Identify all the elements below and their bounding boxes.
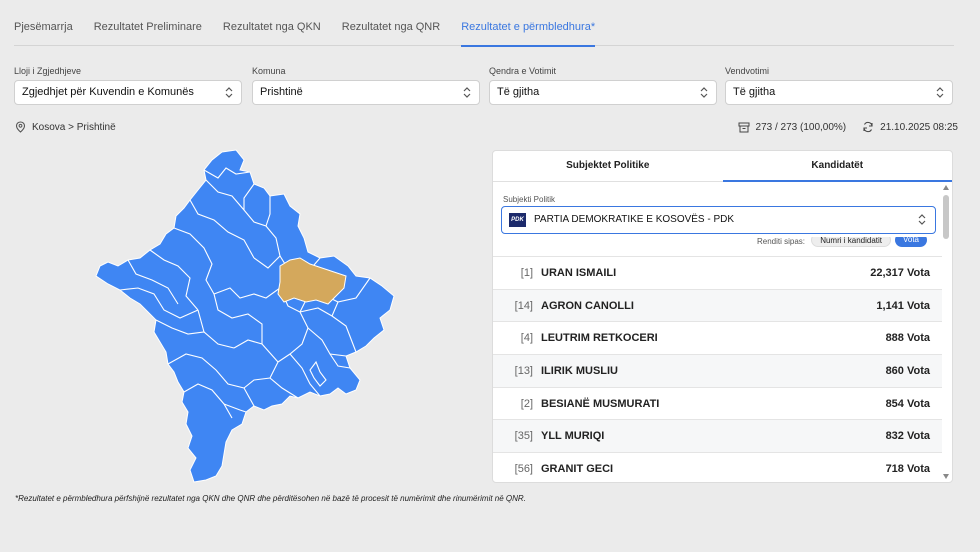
tab-candidates[interactable]: Kandidatët bbox=[722, 151, 953, 182]
election-type-value: Zgjedhjet për Kuvendin e Komunës bbox=[22, 86, 194, 98]
chevron-up-down-icon bbox=[225, 87, 233, 98]
candidate-row[interactable]: [35] YLL MURIQI 832 Vota bbox=[493, 419, 942, 453]
candidate-number: [1] bbox=[520, 266, 533, 279]
candidate-name: GRANIT GECI bbox=[541, 462, 614, 475]
party-select-label: Subjekti Politik bbox=[503, 195, 556, 204]
sort-by-votes-button[interactable]: Vota bbox=[894, 237, 927, 247]
filter-polling-station: Vendvotimi Të gjitha bbox=[725, 66, 953, 105]
filter-label: Lloji i Zgjedhjeve bbox=[14, 66, 82, 76]
candidate-row[interactable]: [4] LEUTRIM RETKOCERI 888 Vota bbox=[493, 321, 942, 354]
scrollbar-thumb[interactable] bbox=[943, 195, 949, 239]
filter-municipality: Komuna Prishtinë bbox=[252, 66, 480, 105]
candidate-votes: 22,317 Vota bbox=[870, 266, 930, 279]
tab-turnout[interactable]: Pjesëmarrja bbox=[14, 21, 73, 33]
results-tabs: Pjesëmarrja Rezultatet Preliminare Rezul… bbox=[14, 0, 954, 47]
panel-tabs: Subjektet Politike Kandidatët bbox=[493, 151, 952, 182]
candidate-votes: 832 Vota bbox=[885, 430, 930, 443]
polling-station-select[interactable]: Të gjitha bbox=[725, 80, 953, 105]
tab-political-subjects[interactable]: Subjektet Politike bbox=[566, 160, 650, 171]
candidate-votes: 888 Vota bbox=[885, 332, 930, 345]
scroll-down-arrow-icon[interactable] bbox=[943, 474, 949, 479]
municipality-select[interactable]: Prishtinë bbox=[252, 80, 480, 105]
panel-scrollbar[interactable] bbox=[943, 185, 949, 479]
candidate-votes: 1,141 Vota bbox=[876, 299, 930, 312]
pdk-logo: PDK bbox=[509, 213, 526, 227]
candidate-number: [14] bbox=[514, 299, 533, 312]
candidate-list: [1] URAN ISMAILI 22,317 Vota [14] AGRON CAN… bbox=[493, 256, 942, 482]
party-select-value: PARTIA DEMOKRATIKE E KOSOVËS - PDK bbox=[534, 214, 735, 225]
candidate-row[interactable]: [56] GRANIT GECI 718 Vota bbox=[493, 452, 942, 482]
candidate-number: [2] bbox=[520, 397, 533, 410]
candidate-number: [56] bbox=[514, 462, 533, 475]
candidate-votes: 718 Vota bbox=[885, 462, 930, 475]
polling-station-value: Të gjitha bbox=[733, 86, 776, 98]
voting-center-select[interactable]: Të gjitha bbox=[489, 80, 717, 105]
candidate-number: [35] bbox=[514, 430, 533, 443]
results-panel: Subjektet Politike Kandidatët Subjekti P… bbox=[492, 150, 953, 483]
filter-label: Vendvotimi bbox=[725, 66, 770, 76]
municipality-value: Prishtinë bbox=[260, 86, 303, 98]
candidate-row[interactable]: [14] AGRON CANOLLI 1,141 Vota bbox=[493, 288, 942, 322]
candidate-name: YLL MURIQI bbox=[541, 430, 605, 443]
tab-qkn-results[interactable]: Rezultatet nga QKN bbox=[222, 21, 321, 33]
sort-controls: Renditi sipas: Numri i kandidatit Vota bbox=[493, 237, 941, 251]
candidate-row[interactable]: [1] URAN ISMAILI 22,317 Vota bbox=[493, 256, 942, 289]
scroll-up-arrow-icon[interactable] bbox=[943, 185, 949, 190]
kosovo-municipality-map[interactable] bbox=[94, 148, 396, 484]
refresh-icon[interactable] bbox=[862, 121, 874, 133]
candidate-name: ILIRIK MUSLIU bbox=[541, 364, 618, 377]
results-stats: 273 / 273 (100,00%) 21.10.2025 08:25 bbox=[738, 121, 958, 133]
sort-label: Renditi sipas: bbox=[756, 237, 805, 246]
filter-label: Komuna bbox=[252, 66, 286, 76]
sort-by-candidate-number-button[interactable]: Numri i kandidatit bbox=[811, 237, 891, 247]
candidate-votes: 854 Vota bbox=[885, 397, 930, 410]
candidate-name: LEUTRIM RETKOCERI bbox=[541, 332, 658, 345]
candidate-votes: 860 Vota bbox=[885, 364, 930, 377]
last-updated: 21.10.2025 08:25 bbox=[880, 121, 958, 133]
candidate-name: BESIANË MUSMURATI bbox=[541, 397, 660, 410]
breadcrumb: Kosova > Prishtinë bbox=[15, 121, 116, 133]
ballot-box-icon bbox=[738, 122, 750, 132]
map-kosovo-outline bbox=[95, 149, 395, 483]
counted-stations: 273 / 273 (100,00%) bbox=[755, 121, 847, 133]
party-select[interactable]: PDK PARTIA DEMOKRATIKE E KOSOVËS - PDK bbox=[501, 206, 936, 234]
tab-summary-results[interactable]: Rezultatet e përmbledhura* bbox=[461, 0, 595, 47]
voting-center-value: Të gjitha bbox=[497, 86, 540, 98]
candidate-name: AGRON CANOLLI bbox=[541, 299, 634, 312]
location-pin-icon bbox=[15, 121, 26, 133]
chevron-up-down-icon bbox=[918, 214, 926, 225]
filter-voting-center: Qendra e Votimit Të gjitha bbox=[489, 66, 717, 105]
filter-label: Qendra e Votimit bbox=[489, 66, 557, 76]
chevron-up-down-icon bbox=[936, 87, 944, 98]
breadcrumb-text[interactable]: Kosova > Prishtinë bbox=[32, 121, 116, 133]
candidate-row[interactable]: [2] BESIANË MUSMURATI 854 Vota bbox=[493, 386, 942, 420]
chevron-up-down-icon bbox=[463, 87, 471, 98]
candidate-number: [13] bbox=[514, 364, 533, 377]
map-prishtine-selected[interactable] bbox=[277, 257, 347, 305]
candidate-number: [4] bbox=[520, 332, 533, 345]
tab-preliminary-results[interactable]: Rezultatet Preliminare bbox=[93, 21, 202, 33]
footnote: *Rezultatet e përmbledhura përfshijnë re… bbox=[15, 494, 526, 503]
candidate-row[interactable]: [13] ILIRIK MUSLIU 860 Vota bbox=[493, 354, 942, 387]
filter-election-type: Lloji i Zgjedhjeve Zgjedhjet për Kuvendi… bbox=[14, 66, 242, 105]
candidate-name: URAN ISMAILI bbox=[541, 266, 617, 279]
chevron-up-down-icon bbox=[700, 87, 708, 98]
tab-qnr-results[interactable]: Rezultatet nga QNR bbox=[341, 21, 441, 33]
election-type-select[interactable]: Zgjedhjet për Kuvendin e Komunës bbox=[14, 80, 242, 105]
